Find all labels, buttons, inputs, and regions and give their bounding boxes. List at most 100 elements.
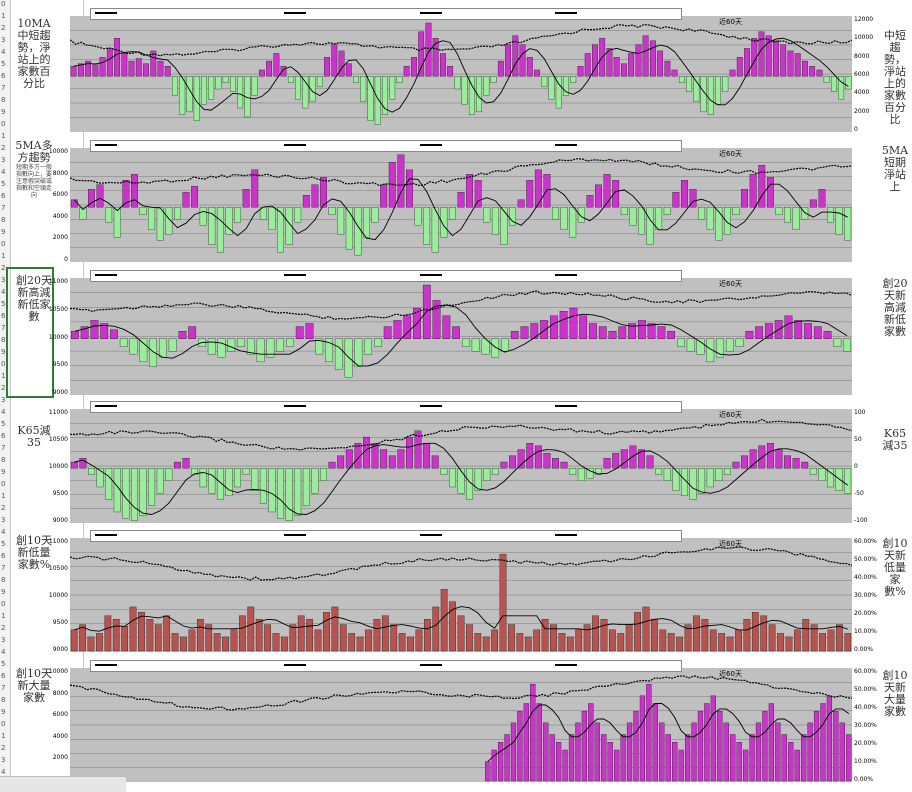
- bar: [251, 169, 259, 208]
- sheet-tab-area[interactable]: [0, 776, 126, 792]
- bar: [163, 615, 171, 652]
- bar: [234, 468, 241, 488]
- bar: [188, 629, 196, 652]
- bar: [559, 311, 568, 339]
- bar: [736, 742, 742, 782]
- bar: [780, 44, 787, 77]
- right-label-1-text: 中短趨勢，淨站上的家數百分比: [884, 29, 906, 126]
- row-number: 4: [1, 768, 6, 776]
- bar: [491, 338, 500, 358]
- bar: [760, 615, 768, 652]
- bar: [168, 338, 177, 352]
- bar: [440, 468, 448, 475]
- row-number: 2: [1, 24, 6, 32]
- bar: [693, 615, 700, 652]
- bar: [766, 177, 774, 208]
- bar: [671, 69, 678, 77]
- bar: [138, 612, 145, 652]
- bar: [505, 44, 511, 77]
- left-axis-tick: 8000: [52, 169, 68, 177]
- bar: [626, 722, 633, 782]
- bar: [348, 633, 356, 652]
- bar: [686, 338, 695, 352]
- right-axis-tick: 2000: [854, 107, 870, 115]
- bar: [601, 734, 607, 782]
- bar: [457, 615, 465, 652]
- bar: [193, 76, 200, 121]
- bar: [810, 624, 818, 652]
- bar: [700, 76, 707, 113]
- row-number: 8: [1, 696, 6, 704]
- bar: [809, 468, 817, 475]
- bar: [836, 624, 843, 652]
- bar: [285, 468, 293, 521]
- bar: [230, 76, 236, 92]
- bar: [765, 35, 772, 77]
- bar: [612, 180, 620, 208]
- legend-swatch: [555, 663, 578, 666]
- bar: [802, 619, 810, 652]
- bar: [541, 76, 548, 87]
- bar: [149, 338, 157, 367]
- row-number: 9: [1, 108, 6, 116]
- bar: [823, 331, 832, 339]
- bar: [652, 703, 658, 782]
- row-number: 4: [1, 48, 6, 56]
- bar: [230, 629, 238, 652]
- right-axis-tick: 0.00%: [854, 646, 874, 653]
- bar: [835, 207, 843, 235]
- bar: [85, 60, 92, 77]
- bar: [665, 734, 671, 782]
- bar: [526, 443, 534, 469]
- bar: [216, 468, 224, 500]
- bar: [345, 63, 352, 77]
- legend-item: [283, 403, 308, 409]
- left-label-3-text: 創20天新高減新低家數: [16, 274, 52, 323]
- bar: [691, 722, 697, 782]
- bar: [314, 629, 322, 652]
- bar: [560, 207, 568, 230]
- row-number: 9: [1, 708, 6, 716]
- bar: [383, 326, 392, 339]
- bar: [732, 207, 740, 215]
- bar: [374, 76, 381, 125]
- bar: [550, 624, 557, 652]
- right-label-6-text: 創10天新大量家數: [882, 669, 908, 718]
- legend-item: [419, 10, 444, 16]
- legend-swatch: [555, 273, 578, 276]
- bar: [512, 35, 519, 77]
- bar: [251, 76, 258, 96]
- bar: [255, 619, 263, 652]
- plot-area: [70, 148, 852, 262]
- legend-item: [283, 662, 308, 668]
- bar: [838, 76, 845, 100]
- bar: [575, 722, 581, 782]
- row-number: 2: [1, 504, 6, 512]
- bar: [633, 711, 639, 782]
- bar: [217, 338, 226, 358]
- bar: [121, 626, 129, 652]
- bar: [407, 636, 414, 652]
- bar: [328, 207, 336, 215]
- bar: [625, 624, 633, 652]
- bar: [374, 338, 382, 347]
- bar: [425, 22, 432, 77]
- vertical-cursor-line: [83, 0, 84, 791]
- bar: [251, 468, 259, 491]
- bar: [801, 734, 807, 782]
- bar: [784, 315, 793, 339]
- bar: [586, 468, 594, 479]
- bar: [371, 443, 379, 469]
- bar: [328, 461, 336, 469]
- row-number: 5: [1, 180, 6, 188]
- bar: [577, 468, 585, 481]
- selected-cell[interactable]: [6, 267, 54, 398]
- bar: [533, 629, 541, 652]
- bar: [474, 468, 482, 491]
- legend-item: [419, 532, 444, 538]
- bar: [710, 695, 716, 782]
- bar: [735, 338, 744, 347]
- bar: [182, 458, 190, 469]
- bar: [723, 722, 729, 782]
- bar: [743, 749, 749, 782]
